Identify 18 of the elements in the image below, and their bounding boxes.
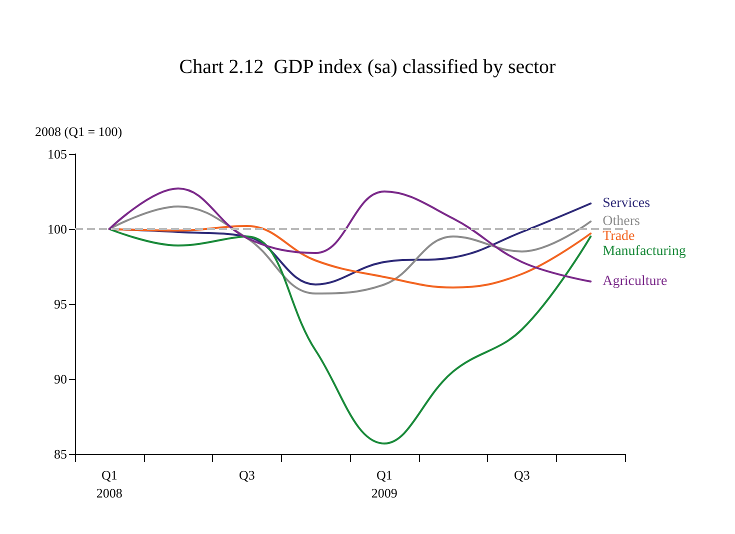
x-tick-label: Q3 — [238, 468, 255, 482]
series-label: Manufacturing — [602, 244, 686, 259]
x-tick-label: Q3 — [514, 468, 530, 482]
series-label: Agriculture — [602, 274, 668, 289]
series-label: Services — [602, 196, 650, 211]
line-series — [108, 188, 592, 282]
y-tick-label: 90 — [54, 372, 67, 386]
series-label: Trade — [602, 229, 635, 244]
y-tick-label: 105 — [48, 146, 67, 162]
x-tick-label: Q1 2009 — [371, 468, 398, 500]
chart-title: Chart 2.12 GDP index (sa) classified by sector — [179, 56, 556, 78]
y-tick-label: 85 — [54, 446, 67, 462]
series-label: Others — [602, 214, 640, 229]
y-tick-label: 95 — [54, 296, 67, 312]
y-axis-title: 2008 (Q1 = 100) — [35, 124, 122, 139]
y-tick-label: 100 — [48, 222, 67, 236]
x-tick-label: Q1 2008 — [96, 468, 122, 500]
line-series — [108, 228, 592, 444]
